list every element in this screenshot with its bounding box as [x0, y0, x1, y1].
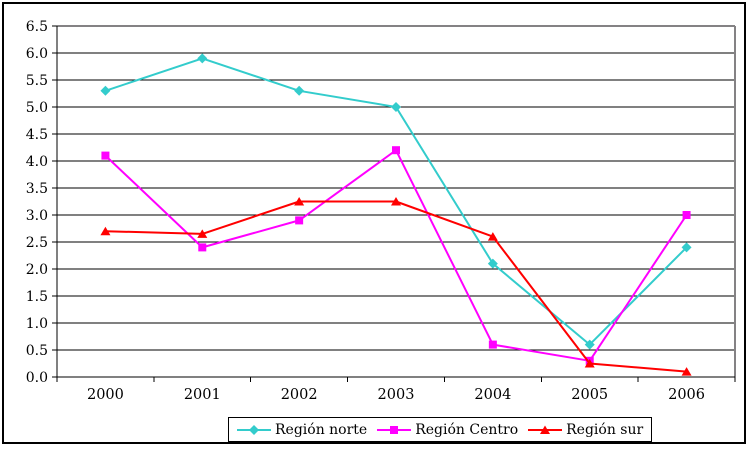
y-tick-label: 4.5: [26, 127, 48, 143]
triangle-marker: [681, 367, 692, 376]
triangle-marker: [294, 197, 305, 206]
legend-square-swatch: [377, 425, 412, 434]
y-tick-label: 4.0: [26, 154, 48, 170]
y-tick-label: 3.0: [26, 208, 48, 224]
series-region-sur: [100, 197, 692, 376]
x-tick-label: 2002: [281, 387, 318, 403]
y-tick-label: 5.0: [26, 100, 48, 116]
square-marker: [198, 243, 207, 252]
y-tick-label: 1.0: [26, 316, 48, 332]
diamond-marker: [681, 242, 692, 253]
legend-item-region-norte: Región norte: [237, 423, 367, 437]
y-tick-label: 0.0: [26, 370, 48, 386]
y-tick-label: 3.5: [26, 181, 48, 197]
diamond-marker: [584, 339, 595, 350]
series-region-norte: [100, 53, 692, 350]
x-tick-label: 2005: [571, 387, 608, 403]
square-marker: [390, 425, 399, 434]
x-tick-label: 2003: [378, 387, 415, 403]
legend-label: Región norte: [275, 421, 368, 438]
diamond-marker: [100, 85, 111, 96]
legend-label: Región Centro: [415, 421, 519, 438]
triangle-marker: [100, 226, 111, 236]
triangle-marker: [584, 359, 595, 368]
diamond-marker: [197, 53, 208, 64]
triangle-marker: [391, 197, 401, 206]
square-marker: [295, 216, 304, 225]
y-tick-label: 0.5: [26, 343, 48, 359]
y-tick-label: 2.5: [26, 235, 48, 251]
square-marker: [488, 340, 497, 349]
x-tick-label: 2000: [87, 387, 124, 403]
chart-border: [2, 2, 746, 444]
y-tick-label: 5.5: [26, 73, 48, 89]
x-tick-label: 2004: [474, 387, 511, 403]
y-tick-label: 2.0: [26, 262, 48, 278]
legend-item-region-sur: Región sur: [528, 423, 643, 437]
y-tick-label: 1.5: [26, 289, 48, 305]
diamond-marker: [249, 424, 259, 435]
triangle-marker: [487, 232, 498, 241]
y-tick-label: 6.0: [26, 46, 48, 62]
x-tick-label: 2006: [668, 387, 705, 403]
y-tick-label: 6.5: [26, 19, 48, 35]
chart-legend: Región norte Región Centro Región sur: [228, 417, 653, 442]
triangle-marker: [540, 425, 551, 434]
legend-diamond-swatch: [237, 424, 271, 435]
diamond-marker: [391, 102, 401, 112]
axis-labels: 0.0 0.5 1.0 1.5 2.0 2.5 3.0 3.5 4.0 4.5 5.0 5.5 6.0 6…: [26, 19, 705, 403]
x-tick-label: 2001: [184, 387, 221, 403]
legend-triangle-swatch: [528, 425, 563, 434]
square-marker: [101, 151, 110, 160]
diamond-marker: [487, 258, 498, 269]
legend-label: Región sur: [566, 421, 644, 438]
square-marker: [392, 146, 400, 155]
square-marker: [682, 211, 691, 219]
axes: [52, 25, 736, 382]
triangle-marker: [197, 229, 208, 238]
legend-item-region-centro: Región Centro: [377, 423, 518, 437]
series-line: [104, 149, 688, 362]
diamond-marker: [294, 85, 305, 96]
